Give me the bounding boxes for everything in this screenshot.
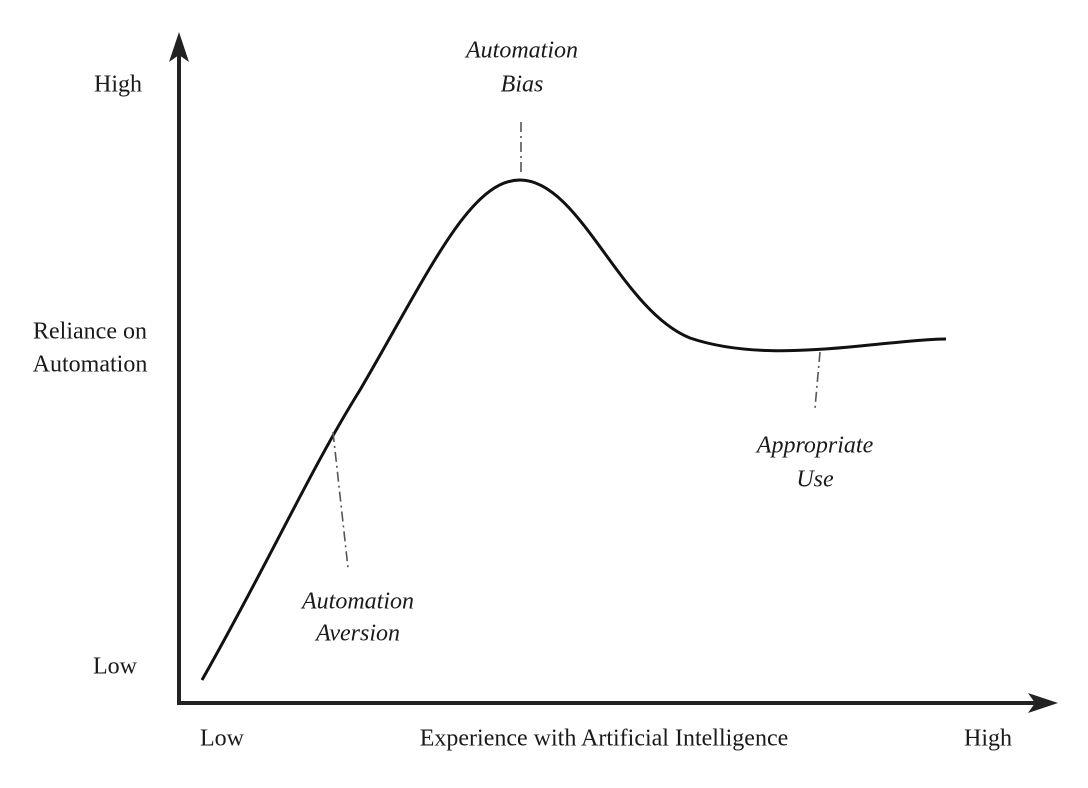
x-axis-title: Experience with Artificial Intelligence xyxy=(420,726,789,752)
annotation: Use xyxy=(796,467,834,493)
y-low-label: Low xyxy=(93,654,138,680)
annotation: Automation xyxy=(464,38,578,64)
leader-line xyxy=(814,351,821,409)
y-axis-title: Automation xyxy=(33,352,148,378)
y-high-label: High xyxy=(94,72,142,98)
annotation: Appropriate xyxy=(755,433,874,459)
x-high-label: High xyxy=(964,726,1012,752)
y-axis-arrow xyxy=(169,32,189,62)
annotation: Automation xyxy=(300,589,414,615)
x-axis-arrow xyxy=(1028,693,1058,713)
x-low-label: Low xyxy=(200,726,245,752)
annotation: Bias xyxy=(501,72,544,98)
reliance-curve xyxy=(200,178,947,681)
annotation: Aversion xyxy=(314,621,400,647)
leader-line xyxy=(332,431,349,569)
y-axis-title: Reliance on xyxy=(33,319,147,345)
